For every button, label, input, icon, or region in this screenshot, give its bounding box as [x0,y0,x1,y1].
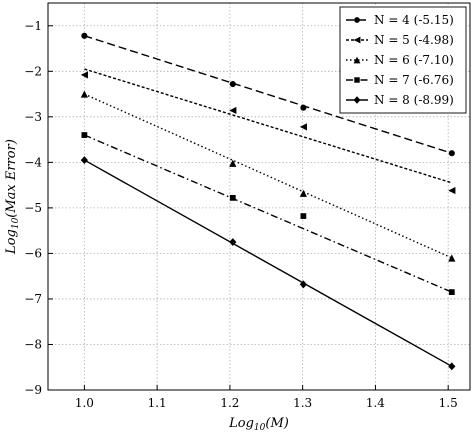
y-tick-label: −5 [24,201,42,215]
y-axis-ticks: −9 −8 −7 −6 −5 −4 −3 −2 −1 [24,19,53,397]
series-5 [80,156,456,371]
data-point [81,32,88,39]
legend-entry: N = 5 (-4.98) [346,33,454,47]
series-line [84,35,453,154]
legend-entry: N = 8 (-8.99) [346,93,454,107]
legend-marker [354,77,360,83]
data-point [81,132,88,138]
series-line [84,134,453,293]
y-tick-label: −1 [24,19,42,33]
x-axis-title: Log10(M) [228,416,289,433]
series-3 [80,90,456,262]
y-tick-label: −6 [24,246,42,260]
x-tick-label: 1.2 [220,396,239,410]
x-tick-label: 1.4 [366,396,385,410]
legend-marker [354,17,360,23]
data-point [299,123,307,131]
y-tick-label: −4 [24,155,42,169]
y-tick-label: −8 [24,337,42,351]
legend-entry: N = 6 (-7.10) [346,53,454,67]
legend-marker [353,56,361,64]
data-point [229,159,237,167]
data-point [229,194,236,201]
y-axis-title: Log10(Max Error) [4,139,21,255]
legend: N = 4 (-5.15) N = 5 (-4.98) N = 6 (-7.10) N… [339,6,467,114]
legend-label: N = 8 (-8.99) [374,93,454,107]
legend-label: N = 7 (-6.76) [374,73,454,87]
legend-entry: N = 4 (-5.15) [346,13,454,27]
legend-label: N = 4 (-5.15) [374,13,454,27]
data-point [448,289,455,295]
data-point [448,254,456,262]
data-point [299,189,307,197]
series-line [84,159,453,367]
data-point [80,90,88,98]
data-point [80,71,88,79]
data-point [229,106,237,115]
series-line [84,68,453,184]
series-4 [81,132,455,295]
x-tick-label: 1.5 [439,396,458,410]
legend-label: N = 5 (-4.98) [374,33,454,47]
x-axis-ticks: 1.0 1.1 1.2 1.3 1.4 1.5 [75,385,458,410]
data-point [299,280,307,289]
x-tick-label: 1.0 [75,396,94,410]
series-2 [80,68,456,195]
legend-box [339,6,467,114]
data-point [300,104,307,111]
data-point [448,362,456,371]
legend-marker [353,96,361,104]
series-line [84,93,453,259]
y-tick-label: −2 [24,64,42,78]
data-point [300,213,307,219]
plot-area-frame [47,2,471,391]
data-point [229,238,237,246]
legend-marker [353,36,361,44]
y-tick-label: −7 [24,292,42,306]
x-tick-label: 1.3 [293,396,312,410]
data-point [448,150,455,157]
plot-series [80,32,456,371]
data-point [80,156,88,165]
legend-label: N = 6 (-7.10) [374,53,454,67]
data-point [229,80,236,88]
y-tick-label: −3 [24,110,42,124]
x-tick-label: 1.1 [148,396,167,410]
y-tick-label: −9 [24,383,42,397]
legend-entry: N = 7 (-6.76) [346,73,454,87]
series-1 [81,32,455,157]
data-point [448,186,456,195]
